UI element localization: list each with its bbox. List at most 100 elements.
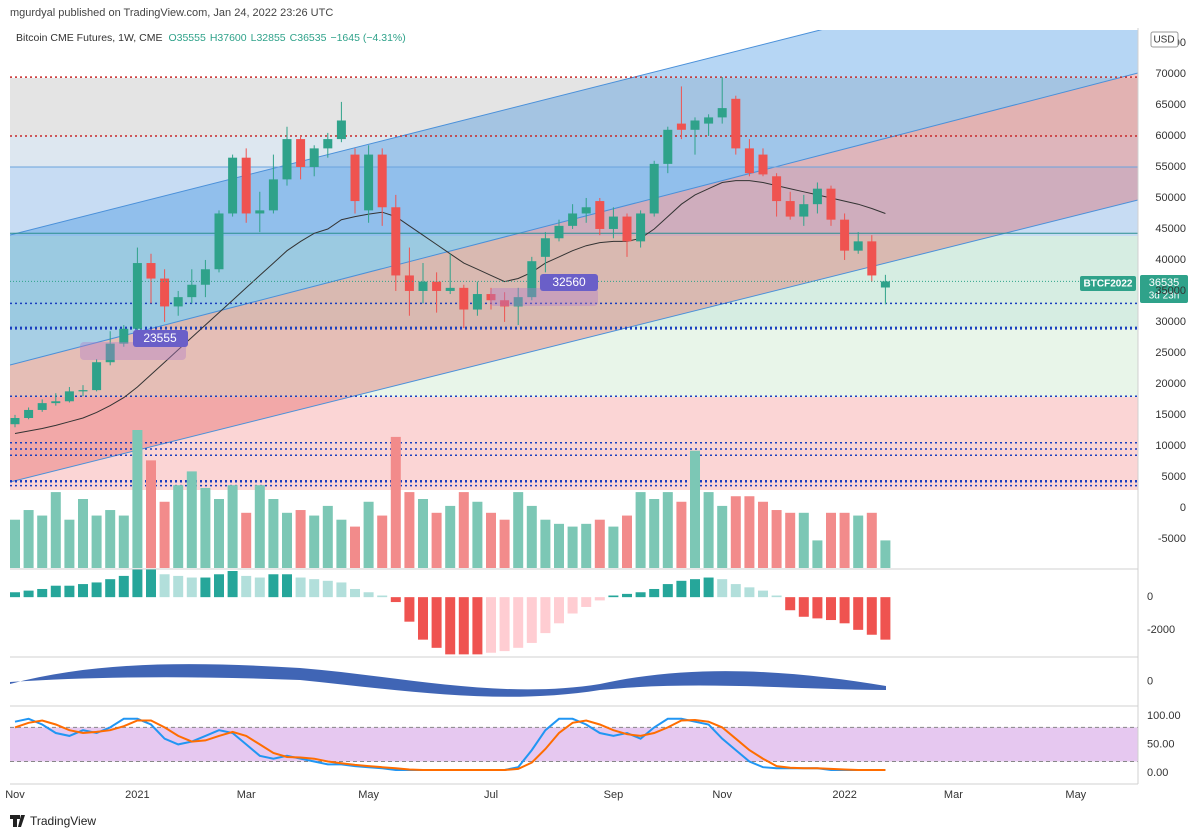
histogram-bar <box>336 582 347 598</box>
volume-bar <box>105 510 116 568</box>
y-tick-label: 50000 <box>1155 192 1186 204</box>
histogram-bar <box>513 597 524 648</box>
histogram-bar <box>486 597 496 653</box>
histogram-bar <box>159 574 170 598</box>
ohlc: L32855 <box>251 32 286 44</box>
change: −1645 (−4.31%) <box>330 32 405 44</box>
volume-bar <box>418 499 428 568</box>
candle-body <box>472 294 482 310</box>
histogram-bar <box>635 592 646 598</box>
axes: Nov 2021 Mar May Jul Sep Nov 2022 Mar May -5000 0 50… <box>5 37 1186 801</box>
candle-body <box>690 120 700 130</box>
candle-body <box>228 157 238 214</box>
histogram-bar <box>581 597 592 607</box>
symbol: Bitcoin CME Futures, 1W, CME <box>16 32 162 44</box>
y-tick-label: 40000 <box>1155 254 1186 266</box>
histogram-bar <box>390 597 401 603</box>
histogram-bar <box>173 575 184 598</box>
volume-bar <box>798 512 809 568</box>
histogram-bar <box>662 584 673 598</box>
candle-body <box>622 216 632 242</box>
histogram-bar <box>377 595 388 598</box>
histogram-bar <box>622 593 632 598</box>
y-tick-label: -5000 <box>1158 533 1186 545</box>
y-tick-label: 0 <box>1147 675 1153 687</box>
histogram-bar <box>649 588 660 598</box>
volume-bar <box>730 496 741 568</box>
volume-bar <box>159 501 170 568</box>
legend: Bitcoin CME Futures, 1W, CME O35555 H37600… <box>16 32 406 44</box>
histogram-bar <box>295 577 306 598</box>
candle-body <box>527 261 537 298</box>
volume-bar <box>662 492 673 568</box>
ohlc: O35555 <box>168 32 206 44</box>
histogram-bar <box>703 577 714 598</box>
candle-body <box>336 120 346 140</box>
candle-body <box>785 201 795 217</box>
y-tick-label: 25000 <box>1155 347 1186 359</box>
candle-body <box>10 418 20 425</box>
histogram-bar <box>880 597 891 640</box>
countdown: 3d 23h <box>1149 291 1180 302</box>
histogram-bar <box>676 580 687 598</box>
channel-line <box>10 199 1138 483</box>
candle-body <box>744 148 754 174</box>
x-tick-label: Mar <box>237 789 256 801</box>
zone <box>10 78 1138 136</box>
candle-body <box>187 284 197 298</box>
candle-body <box>64 391 74 402</box>
candle-body <box>105 343 115 363</box>
x-tick-label: 2021 <box>125 789 149 801</box>
channel-line <box>10 30 823 236</box>
histogram-bar <box>526 597 537 643</box>
candle-body <box>608 216 618 229</box>
candle-body <box>241 157 251 214</box>
volume-bar <box>635 492 646 568</box>
candle-body <box>812 188 822 205</box>
histogram-bar <box>241 575 252 598</box>
histogram-bar <box>363 592 374 598</box>
x-tick-label: May <box>358 789 379 801</box>
volume-bar <box>241 512 252 568</box>
y-tick-label: 60000 <box>1155 130 1186 142</box>
volume-bar <box>486 512 496 568</box>
histogram-bar <box>717 579 728 598</box>
candle-body <box>540 238 550 257</box>
indicator-line <box>14 718 886 771</box>
volume-bar <box>268 499 279 568</box>
candle-body <box>826 188 836 220</box>
histogram-bar <box>798 597 809 617</box>
histogram-bar <box>200 577 211 598</box>
histogram-bar <box>418 597 428 640</box>
candle-body <box>676 123 686 130</box>
candle-body <box>459 287 469 310</box>
candle-body <box>731 98 741 149</box>
histogram-bar <box>540 597 551 634</box>
volume-bar <box>50 492 61 568</box>
ohlc: H37600 <box>210 32 247 44</box>
y-tick-label: 0 <box>1180 502 1186 514</box>
volume-bar <box>608 526 619 568</box>
candle-body <box>377 154 387 208</box>
y-tick-label: 70000 <box>1155 68 1186 80</box>
zone <box>10 328 1138 397</box>
histogram-bar <box>105 579 116 598</box>
callout <box>133 330 188 347</box>
histogram-bar <box>758 590 768 598</box>
volume-bar <box>567 526 578 568</box>
candle-body <box>268 179 278 211</box>
volume-bar <box>309 515 320 568</box>
histogram-bar <box>431 597 442 648</box>
x-tick-label: May <box>1065 789 1086 801</box>
y-tick-label: 15000 <box>1155 409 1186 421</box>
y-tick-label: 55000 <box>1155 161 1186 173</box>
candle-body <box>500 300 510 307</box>
volume-bar <box>880 540 891 568</box>
volume-bar <box>540 519 551 568</box>
symbol-tag <box>1080 276 1136 291</box>
candle-body <box>663 129 673 164</box>
candle-body <box>92 362 102 391</box>
candle-body <box>255 210 265 214</box>
candle-body <box>799 204 809 217</box>
